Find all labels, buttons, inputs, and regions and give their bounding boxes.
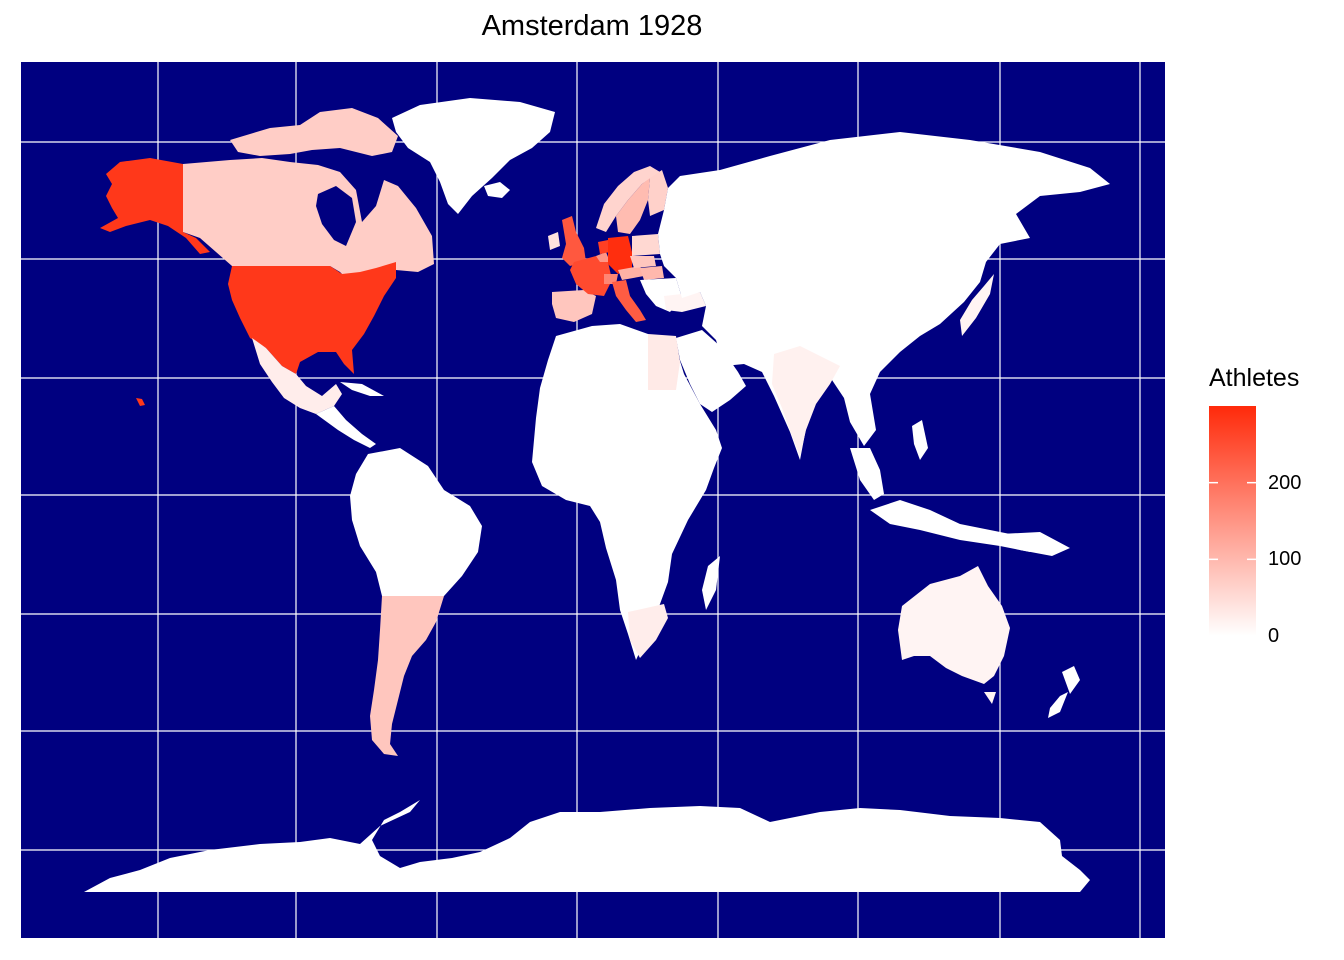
land-germany	[608, 236, 632, 274]
land-czechoslovakia	[630, 256, 656, 268]
legend-ticks	[1209, 481, 1256, 637]
legend-title: Athletes	[1209, 364, 1300, 392]
land-arctic-islands	[230, 108, 398, 156]
land-hungary	[640, 266, 664, 280]
land-southeast-asia	[850, 448, 884, 500]
land-belgium	[596, 252, 610, 262]
map-title: Amsterdam 1928	[481, 10, 703, 42]
land-antarctica	[84, 800, 1090, 892]
land-iceland	[484, 182, 510, 198]
land-switzerland	[604, 274, 618, 284]
land-australia	[898, 566, 1010, 684]
land-japan	[960, 274, 994, 336]
land-central-america	[316, 406, 376, 448]
land-india	[772, 346, 840, 456]
land-ireland	[548, 232, 560, 250]
land-eurasia	[658, 132, 1110, 460]
land-austria	[618, 266, 644, 280]
land-arabia	[676, 330, 746, 412]
land-south-america	[350, 448, 482, 596]
land-uk	[562, 216, 586, 266]
legend-tick-label: 200	[1268, 471, 1302, 494]
land-argentina	[370, 596, 444, 756]
land-tasmania	[984, 692, 996, 704]
land-new-zealand	[1048, 666, 1080, 718]
land-indonesia	[870, 500, 1040, 552]
land-greenland	[392, 98, 555, 214]
land-madagascar	[702, 556, 720, 610]
land-netherlands	[598, 240, 610, 254]
legend-tick-label: 100	[1268, 548, 1302, 571]
land-italy	[612, 280, 646, 322]
land-alaska	[100, 158, 210, 254]
land-egypt	[648, 334, 680, 390]
land-philippines	[912, 420, 928, 460]
land-iberia	[552, 290, 596, 322]
land-cuba	[340, 382, 384, 396]
land-poland	[632, 234, 660, 256]
land-mexico	[252, 338, 342, 414]
legend-colorbar	[1209, 406, 1256, 636]
land-africa	[532, 324, 722, 660]
water-hudson-bay	[316, 186, 356, 246]
legend-tick-label: 0	[1268, 625, 1280, 647]
land-canada	[183, 158, 434, 284]
land-finland	[648, 170, 668, 216]
land-sweden	[616, 178, 650, 234]
land-hawaii	[136, 398, 145, 406]
land-new-guinea	[1000, 532, 1070, 556]
land-usa	[228, 262, 396, 374]
land-south-africa	[628, 604, 668, 658]
land-france	[570, 256, 612, 296]
land-turkey	[664, 292, 706, 312]
